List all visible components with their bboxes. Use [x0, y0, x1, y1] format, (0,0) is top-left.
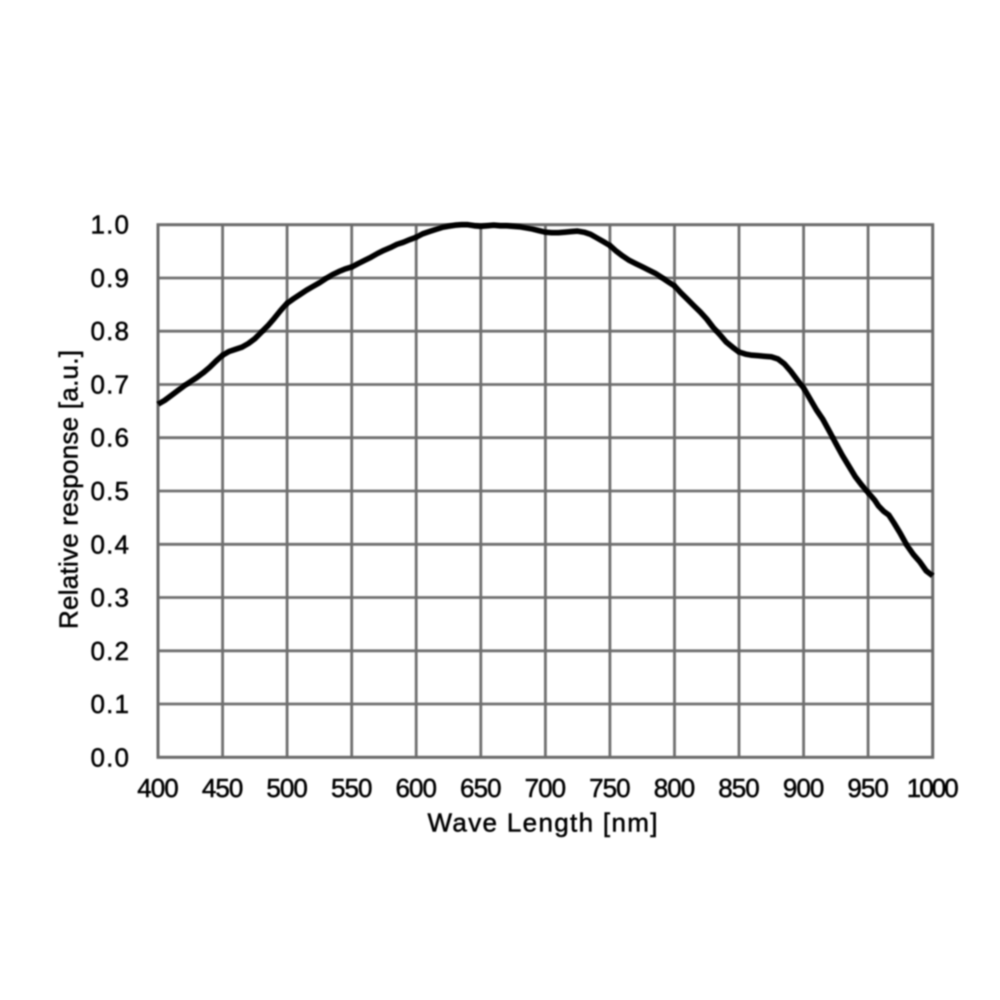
svg-text:950: 950	[847, 773, 889, 803]
svg-text:Relative response [a.u.]: Relative response [a.u.]	[54, 350, 84, 629]
svg-text:1.0: 1.0	[91, 210, 130, 240]
svg-text:550: 550	[331, 773, 373, 803]
svg-text:0.5: 0.5	[91, 476, 130, 506]
svg-text:0.7: 0.7	[91, 370, 130, 400]
svg-text:0.4: 0.4	[91, 529, 130, 559]
svg-text:0.1: 0.1	[91, 689, 130, 719]
svg-text:1000: 1000	[907, 773, 959, 803]
svg-text:0.3: 0.3	[91, 583, 130, 613]
svg-text:850: 850	[718, 773, 760, 803]
svg-text:750: 750	[589, 773, 631, 803]
svg-text:600: 600	[395, 773, 437, 803]
svg-text:500: 500	[266, 773, 308, 803]
svg-text:700: 700	[525, 773, 567, 803]
svg-text:650: 650	[460, 773, 502, 803]
svg-text:0.9: 0.9	[91, 263, 130, 293]
svg-text:400: 400	[137, 773, 179, 803]
svg-text:0.2: 0.2	[91, 636, 130, 666]
svg-text:900: 900	[783, 773, 825, 803]
svg-text:0.0: 0.0	[91, 742, 130, 772]
svg-text:800: 800	[654, 773, 696, 803]
svg-text:0.6: 0.6	[91, 423, 130, 453]
svg-text:Wave Length [nm]: Wave Length [nm]	[428, 807, 658, 837]
svg-text:0.8: 0.8	[91, 316, 130, 346]
svg-text:450: 450	[202, 773, 244, 803]
